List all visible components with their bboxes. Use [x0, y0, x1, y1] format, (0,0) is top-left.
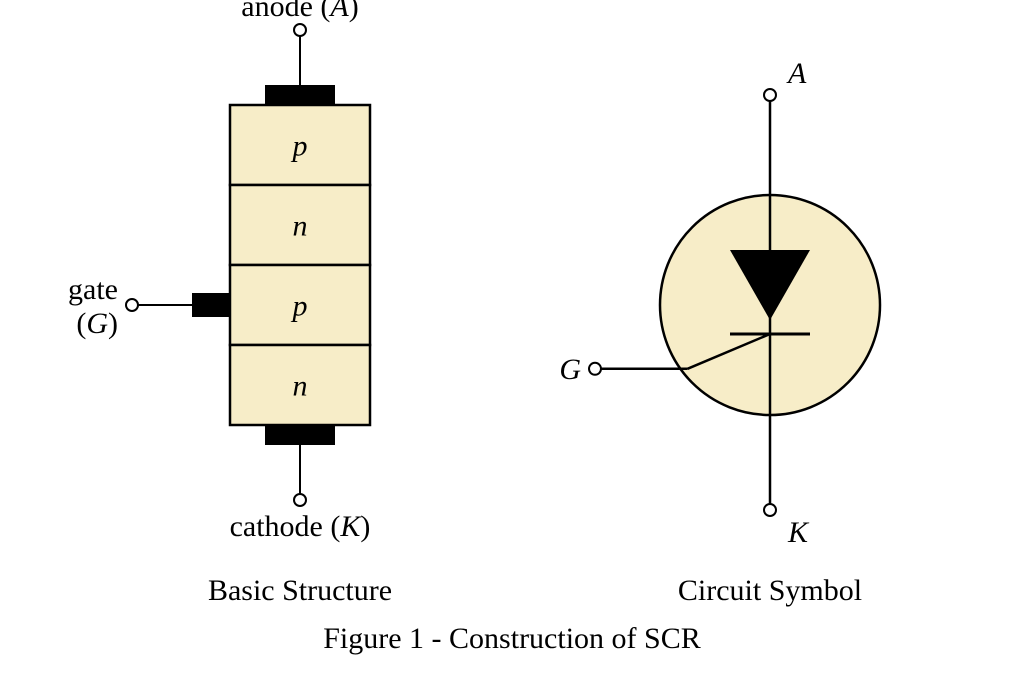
cathode-sym-label: K: [787, 516, 810, 549]
structure-subcaption: Basic Structure: [208, 574, 392, 607]
cathode-terminal-icon: [294, 494, 306, 506]
cathode-terminal-icon: [764, 504, 776, 516]
scr-figure: p n p n anode (A) cathode (K) gate(G) Basic Str…: [0, 0, 1024, 683]
basic-structure: p n p n anode (A) cathode (K) gate(G) Basic Str…: [68, 0, 392, 607]
circuit-symbol: A K G Circuit Symbol: [559, 57, 880, 607]
layer-label: p: [291, 290, 308, 323]
gate-label-sym: (G): [76, 307, 118, 340]
anode-terminal-icon: [764, 89, 776, 101]
layer-label: n: [293, 210, 308, 243]
layer-label: n: [293, 370, 308, 403]
figure-caption: Figure 1 - Construction of SCR: [323, 622, 701, 655]
anode-terminal-icon: [294, 24, 306, 36]
gate-sym-label: G: [559, 353, 581, 386]
symbol-subcaption: Circuit Symbol: [678, 574, 862, 607]
anode-sym-label: A: [786, 57, 807, 90]
layer-label: p: [291, 130, 308, 163]
gate-contact: [192, 293, 230, 317]
gate-label: gate: [68, 273, 118, 306]
anode-label: anode (A): [241, 0, 358, 23]
cathode-label: cathode (K): [230, 510, 371, 543]
gate-terminal-icon: [126, 299, 138, 311]
gate-terminal-icon: [589, 363, 601, 375]
